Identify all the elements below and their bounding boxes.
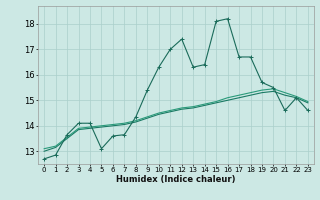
X-axis label: Humidex (Indice chaleur): Humidex (Indice chaleur) <box>116 175 236 184</box>
